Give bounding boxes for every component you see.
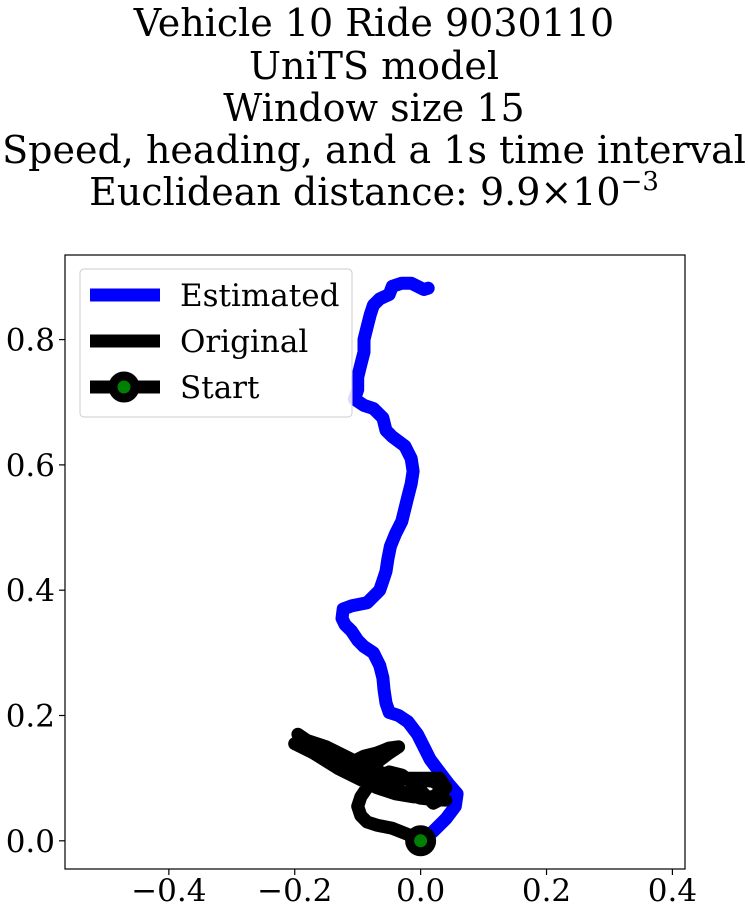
legend-label-original: Original: [180, 324, 308, 360]
legend: Estimated Original Start: [79, 268, 353, 418]
x-axis: −0.4 −0.2 0.0 0.2 0.4: [131, 869, 697, 909]
legend-label-start: Start: [180, 370, 260, 406]
title-distance-label: Euclidean distance:: [89, 170, 480, 214]
series-line-original: [288, 727, 453, 848]
series-layer: [288, 276, 464, 848]
title-distance-base: 9.9: [480, 170, 540, 214]
legend-frame: [79, 268, 353, 418]
y-tick-label: 0.2: [6, 699, 55, 735]
title-distance-exponent: −3: [621, 167, 659, 197]
y-tick-label: 0.4: [6, 573, 55, 609]
y-tick-label: 0.8: [6, 323, 55, 359]
title-line-1: Vehicle 10 Ride 9030110: [133, 1, 614, 45]
title-distance-power-base: 10: [572, 170, 620, 214]
x-tick-label: −0.2: [257, 873, 332, 909]
legend-label-estimated: Estimated: [180, 278, 339, 314]
x-tick-label: 0.0: [396, 873, 445, 909]
start-marker: [405, 825, 437, 857]
legend-swatch-start-marker: [108, 371, 140, 403]
plot-frame: [64, 254, 686, 870]
start-layer: [405, 825, 437, 857]
x-tick-label: 0.2: [522, 873, 571, 909]
y-tick-label: 0.0: [6, 824, 55, 860]
title-distance-times: ×: [540, 170, 572, 214]
series-line-estimated: [335, 276, 464, 848]
y-axis: 0.0 0.2 0.4 0.6 0.8: [6, 323, 65, 860]
title-line-3: Window size 15: [223, 86, 524, 130]
title-line-4: Speed, heading, and a 1s time interval: [2, 128, 746, 172]
x-tick-label: −0.4: [131, 873, 206, 909]
title-line-5: Euclidean distance: 9.9×10−3: [89, 167, 659, 214]
title-line-2: UniTS model: [249, 44, 499, 88]
y-tick-label: 0.6: [6, 448, 55, 484]
x-tick-label: 0.4: [648, 873, 697, 909]
plot-area: [64, 254, 686, 870]
chart-title: Vehicle 10 Ride 9030110 UniTS model Wind…: [2, 1, 746, 214]
